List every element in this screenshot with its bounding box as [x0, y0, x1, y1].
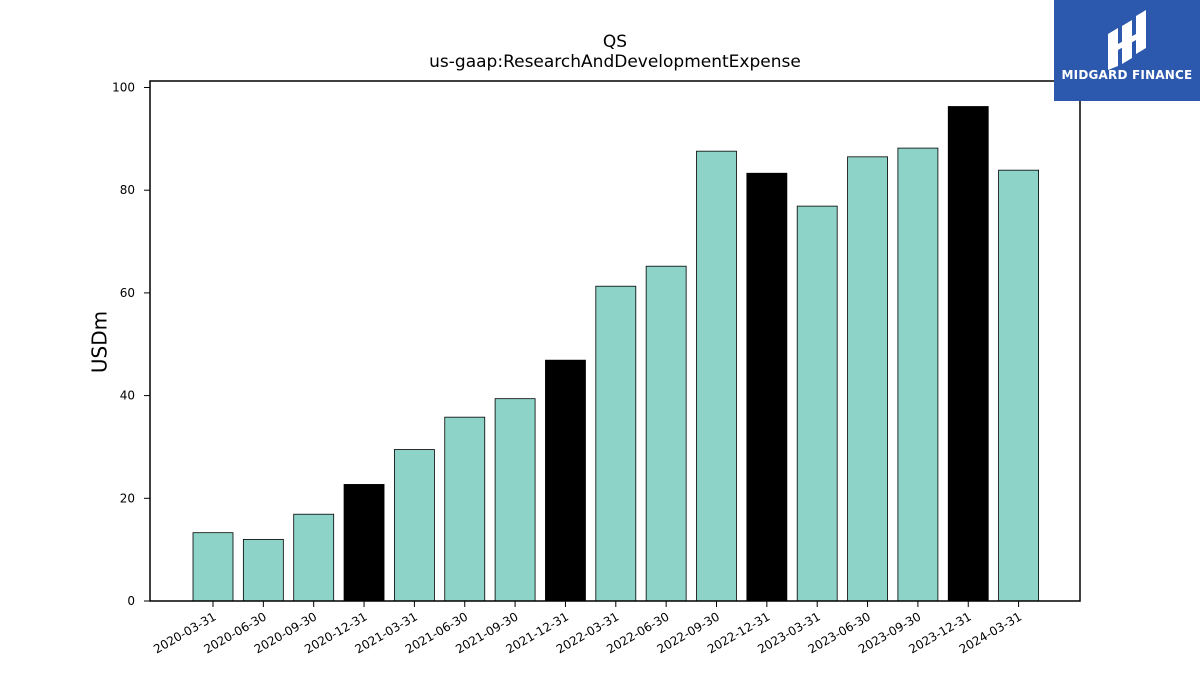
y-axis: 0 20 40 60 80 100	[112, 81, 150, 608]
y-tick-label: 0	[127, 594, 135, 608]
y-axis-label: USDm	[88, 311, 112, 373]
y-tick-label: 40	[120, 389, 135, 403]
bar-2022-12-31	[746, 172, 788, 602]
bar-2023-06-30	[847, 156, 888, 602]
y-tick-label: 60	[120, 286, 135, 300]
y-tick-label: 80	[120, 183, 135, 197]
bar-2021-09-30	[494, 398, 536, 602]
bar-2022-09-30	[696, 150, 737, 602]
y-tick-label: 100	[112, 81, 135, 95]
bar-2023-03-31	[796, 205, 838, 602]
logo-text: MIDGARD FINANCE	[1061, 68, 1193, 82]
bar-2023-09-30	[897, 147, 939, 602]
chart-subtitle: us-gaap:ResearchAndDevelopmentExpense	[429, 52, 801, 72]
plot-frame	[149, 80, 1081, 602]
bar-2021-03-31	[393, 449, 435, 602]
bar-2023-12-31	[947, 106, 989, 602]
bar-2021-06-30	[444, 416, 486, 602]
bar-2022-06-30	[645, 265, 687, 602]
bar-2020-03-31	[192, 532, 234, 602]
bar-2021-12-31	[545, 359, 586, 602]
bar-2020-09-30	[293, 513, 335, 602]
bar-2024-03-31	[998, 169, 1039, 602]
x-axis: 2020-03-312020-06-302020-09-302020-12-31…	[151, 601, 1024, 656]
brand-logo: MIDGARD FINANCE	[1054, 0, 1200, 101]
bar-2022-03-31	[595, 285, 637, 602]
chart-title: QS	[602, 32, 628, 52]
bar-2020-12-31	[343, 484, 385, 602]
bar-2020-06-30	[242, 538, 284, 602]
y-tick-label: 20	[120, 491, 135, 505]
bars-group	[192, 106, 1039, 602]
logo-mark-icon	[1108, 10, 1146, 70]
